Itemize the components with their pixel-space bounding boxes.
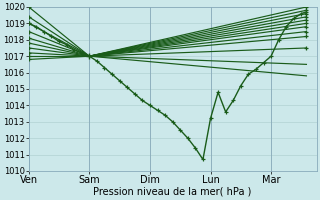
X-axis label: Pression niveau de la mer( hPa ): Pression niveau de la mer( hPa ) bbox=[93, 187, 252, 197]
